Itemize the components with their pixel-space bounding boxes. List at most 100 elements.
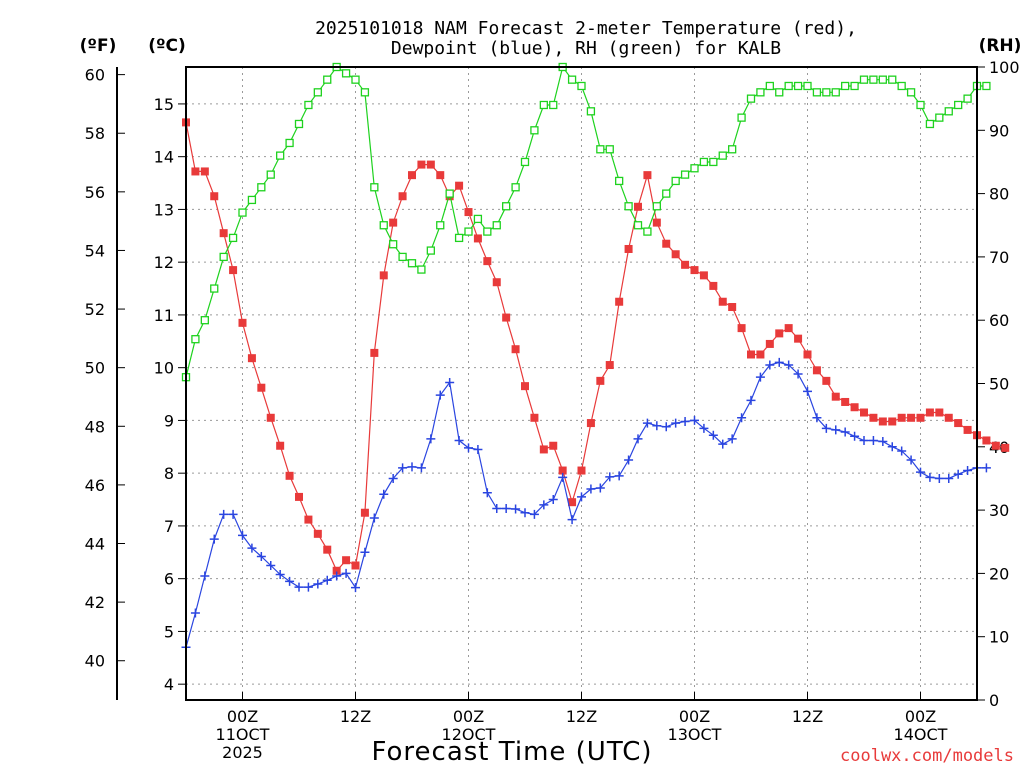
celsius-tick-label: 9 (164, 411, 174, 430)
rh-point (643, 227, 652, 236)
temperature-point (1001, 443, 1010, 452)
dewpoint-point (690, 415, 699, 425)
rh-point (445, 189, 454, 198)
dewpoint-point (529, 509, 539, 519)
rh-point (737, 113, 746, 122)
dewpoint-point (322, 575, 332, 585)
temperature-point (266, 413, 275, 422)
fahrenheit-tick-label: 54 (85, 241, 105, 260)
temperature-point (747, 350, 755, 359)
rh-point (219, 252, 228, 262)
rh-point (775, 88, 784, 97)
dewpoint-point (953, 469, 963, 479)
dewpoint-point (774, 357, 784, 367)
dewpoint-point (652, 421, 662, 431)
dewpoint-line (185, 361, 987, 648)
rh-point (596, 145, 605, 154)
fahrenheit-tick-label: 46 (85, 476, 105, 495)
dewpoint-point (803, 386, 812, 396)
rh-point (520, 157, 530, 167)
dewpoint-point (379, 489, 389, 499)
celsius-tick-label: 14 (154, 148, 174, 167)
dewpoint-point (840, 427, 850, 437)
dewpoint-point (906, 455, 916, 465)
rh-point (511, 183, 520, 192)
temperature-point (841, 397, 850, 406)
temperature-point (681, 260, 690, 269)
celsius-tick-label: 6 (164, 570, 174, 589)
dewpoint-point (285, 576, 295, 586)
rh-point (360, 88, 370, 97)
temperature-point (615, 297, 624, 306)
temperature-point (718, 297, 727, 306)
temperature-point (200, 167, 209, 176)
rh-point (718, 151, 727, 160)
rh-point (822, 88, 831, 97)
temperature-point (775, 329, 784, 338)
temperature-point (671, 250, 680, 259)
dewpoint-point (916, 467, 925, 477)
rh-point (699, 157, 709, 167)
dewpoint-point (831, 425, 841, 435)
rh-point (888, 75, 897, 84)
rh-point (502, 202, 511, 211)
rh-tick-label: 10 (989, 628, 1009, 647)
rh-point (615, 176, 624, 186)
rh-point (850, 81, 859, 91)
temperature-point (662, 239, 671, 248)
temperature-line (185, 122, 1006, 572)
dewpoint-point (934, 473, 944, 483)
credit-text: coolwx.com/models (840, 746, 1014, 766)
temperature-point (210, 192, 219, 201)
rh-point (313, 88, 322, 97)
dewpoint-point (369, 513, 379, 523)
rh-point (473, 214, 483, 224)
temperature-point (379, 271, 388, 280)
temperature-point (229, 266, 238, 275)
dewpoint-point (520, 508, 530, 518)
dewpoint-point (737, 413, 747, 423)
dewpoint-point (501, 504, 511, 514)
fahrenheit-tick-label: 52 (85, 300, 105, 319)
dewpoint-point (247, 543, 257, 553)
temperature-point (869, 413, 878, 422)
temperature-point (982, 436, 991, 445)
dewpoint-point (341, 568, 351, 578)
celsius-tick-label: 5 (164, 622, 174, 641)
rh-point (210, 284, 219, 293)
temperature-point (360, 508, 369, 517)
temperature-point (219, 229, 228, 238)
x-tick-label: 2025 (222, 743, 263, 762)
dewpoint-point (708, 430, 718, 440)
rh-point (304, 100, 313, 110)
temperature-point (935, 408, 944, 417)
celsius-axis: 4 5 6 7 8 9 10 11 12 13 14 15 (154, 95, 186, 694)
fahrenheit-tick-label: 44 (85, 535, 105, 554)
rh-point (586, 107, 596, 116)
temperature-point (530, 413, 539, 422)
temperature-point (925, 408, 934, 417)
dewpoint-point (586, 484, 596, 494)
temperature-point (257, 383, 266, 392)
dewpoint-point (426, 434, 436, 444)
rh-point (323, 75, 332, 84)
rh-point (539, 100, 548, 110)
rh-point (454, 233, 464, 243)
temperature-point (643, 171, 652, 180)
temperature-point (954, 419, 963, 428)
temperature-point (850, 403, 859, 412)
temperature-point (464, 208, 473, 217)
rh-point (238, 208, 247, 217)
celsius-tick-label: 8 (164, 464, 174, 483)
temperature-point (596, 376, 605, 385)
temperature-point (323, 545, 332, 554)
rh-point (793, 81, 803, 91)
rh-tick-label: 50 (989, 375, 1009, 394)
dewpoint-point (878, 437, 888, 447)
grid-lines (186, 67, 977, 700)
x-tick-label: 14OCT (894, 725, 948, 744)
rh-point (426, 246, 435, 255)
rh-point (680, 170, 690, 179)
fahrenheit-tick-label: 48 (85, 417, 105, 436)
